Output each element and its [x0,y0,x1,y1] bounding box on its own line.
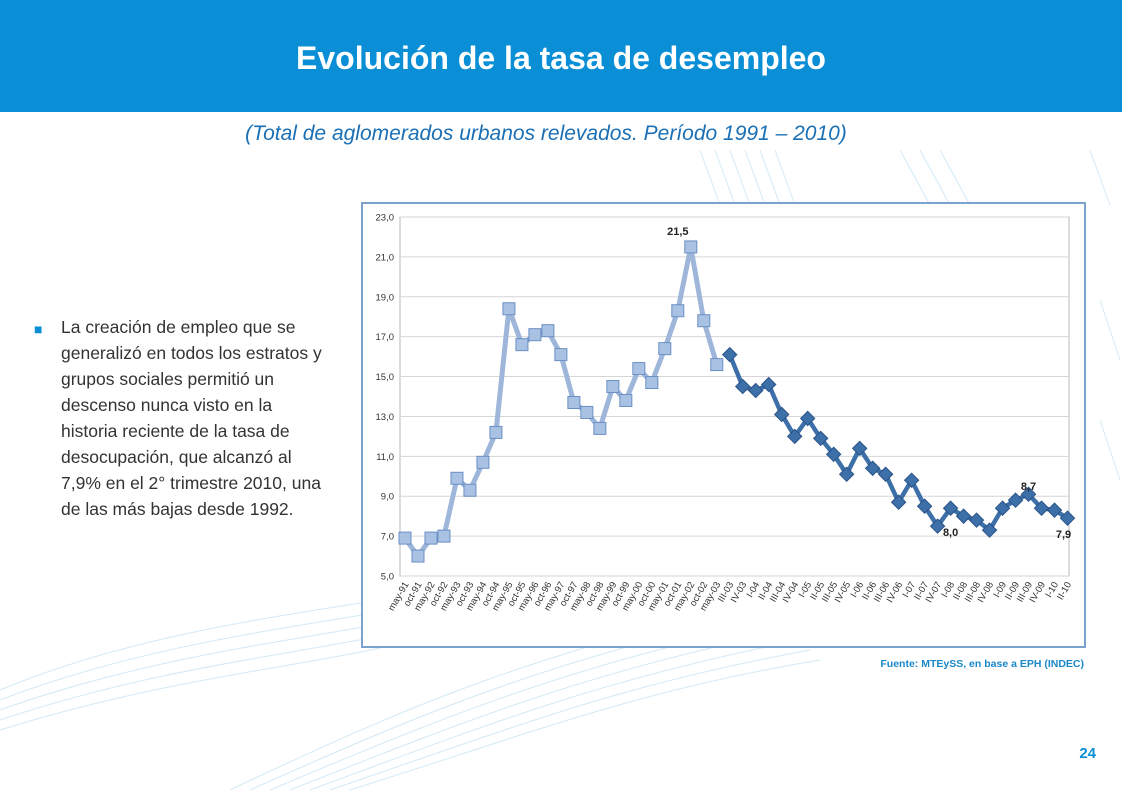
bullet-paragraph: ■ La creación de empleo que se generaliz… [34,314,324,522]
data-point [916,498,933,514]
data-point [773,406,790,423]
data-point [450,471,464,485]
data-point [890,494,907,510]
source-note: Fuente: MTEySS, en base a EPH (INDEC) [880,658,1084,670]
y-tick-label: 15,0 [376,372,395,383]
data-point [825,446,842,463]
data-label: 8,7 [1021,481,1036,493]
y-tick-label: 19,0 [376,292,395,303]
data-point [1033,500,1050,516]
y-tick-label: 5,0 [381,572,394,583]
data-point [734,378,751,395]
data-point [710,358,724,372]
data-point [515,338,529,352]
slide-subtitle: (Total de aglomerados urbanos relevados.… [245,122,847,145]
data-point [1007,492,1024,508]
y-tick-label: 7,0 [381,532,394,543]
data-point [747,382,764,399]
data-point [437,529,451,543]
x-tick-label: II-10 [1055,580,1074,602]
data-point [593,421,607,435]
data-point [903,472,920,489]
data-point [606,380,620,394]
data-point [864,460,881,477]
bullet-text: La creación de empleo que se generalizó … [61,317,322,519]
data-point [671,304,685,318]
data-point [955,508,972,524]
data-point [786,428,803,445]
data-point [398,531,412,545]
data-point [463,483,477,497]
y-tick-label: 13,0 [376,412,395,423]
y-tick-label: 9,0 [381,492,394,503]
slide-title: Evolución de la tasa de desempleo [296,40,826,76]
y-tick-label: 17,0 [376,332,395,343]
page-number: 24 [1079,745,1096,762]
data-point [554,348,568,362]
data-point [580,405,594,419]
data-label: 7,9 [1056,529,1071,541]
data-point [1020,486,1037,503]
y-tick-label: 23,0 [376,213,395,224]
data-point [567,395,581,409]
data-point [658,342,672,356]
data-point [528,328,542,342]
data-point [476,455,490,469]
data-point [502,302,516,316]
data-point [1046,502,1063,518]
data-point [632,362,646,376]
data-point [812,430,829,447]
data-point [619,393,633,407]
data-point [981,522,998,538]
y-tick-label: 21,0 [376,252,395,263]
bullet-square-icon: ■ [34,321,43,337]
y-tick-label: 11,0 [376,452,394,463]
data-point [942,500,959,516]
data-point [968,512,985,528]
unemployment-line-chart: 23,021,019,017,015,013,011,09,07,05,0may… [376,213,1076,613]
data-point [645,376,659,390]
data-point [799,410,816,427]
data-point [721,346,738,363]
data-point [838,466,855,483]
data-point [929,518,946,534]
data-point [489,425,503,439]
data-point [877,466,894,483]
data-point [1059,510,1076,526]
data-point [424,531,438,545]
data-point [697,314,711,328]
data-label: 21,5 [667,226,688,238]
data-point [541,324,555,338]
data-point [760,376,777,393]
data-point [851,440,868,457]
data-point [684,240,698,254]
header-bar: Evolución de la tasa de desempleo [0,0,1122,112]
data-point [411,549,425,563]
data-point [994,500,1011,516]
data-label: 8,0 [943,527,958,539]
